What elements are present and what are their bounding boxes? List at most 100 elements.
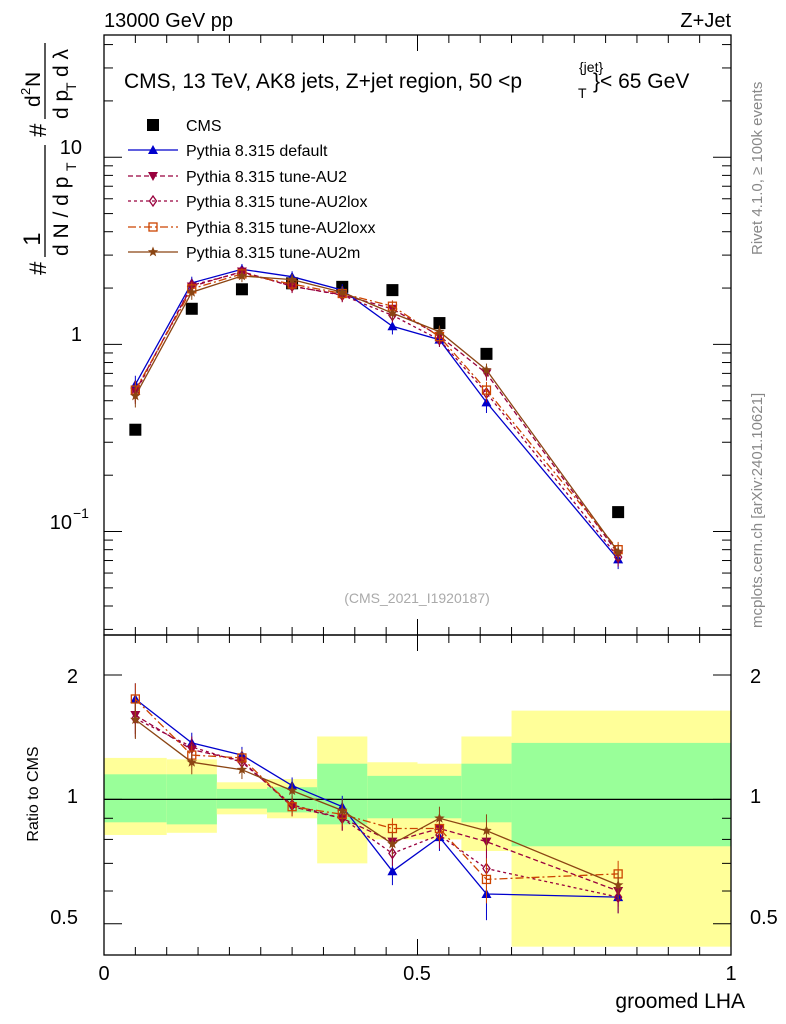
svg-text:T: T xyxy=(63,82,79,91)
xtick-1: 1 xyxy=(725,963,736,985)
legend-marker xyxy=(148,194,158,208)
svg-text:{jet}: {jet} xyxy=(579,59,603,75)
svg-text:2: 2 xyxy=(18,88,33,95)
legend-au2: Pythia 8.315 tune-AU2 xyxy=(186,169,347,186)
green-band xyxy=(104,774,167,823)
data-point xyxy=(435,333,444,346)
data-point xyxy=(130,390,141,401)
ratio-ytick-05-right: 0.5 xyxy=(750,907,778,929)
data-point xyxy=(612,506,625,519)
ratio-point xyxy=(236,764,248,775)
svg-text:d p: d p xyxy=(50,90,73,119)
x-axis-label: groomed LHA xyxy=(615,990,745,1013)
ratio-point xyxy=(612,879,624,890)
ratio-point xyxy=(388,847,397,860)
top-y-tick-labels: 10 1 10 −1 xyxy=(50,137,89,534)
svg-text:1: 1 xyxy=(19,232,46,245)
top-y-axis-label: # 1 d N / d p T # d 2 N d p T d λ xyxy=(18,43,79,275)
series-pythia-8-315-tune-au2m xyxy=(130,270,624,561)
green-band xyxy=(367,775,418,819)
ratio-point xyxy=(287,802,297,812)
main-panel-marks xyxy=(129,263,625,570)
ytick-01-exp: −1 xyxy=(73,505,89,521)
legend-marker xyxy=(147,119,159,131)
series-pythia-8-315-tune-au2 xyxy=(130,266,624,563)
ratio-point xyxy=(613,890,623,904)
ratio-ytick-2-left: 2 xyxy=(67,666,78,688)
ratio-y-axis-label: Ratio to CMS xyxy=(25,746,42,841)
ratio-point xyxy=(387,838,398,849)
ytick-1: 1 xyxy=(71,324,82,346)
ratio-series-pythia-8-315-tune-au2m xyxy=(130,702,624,901)
legend-marker xyxy=(148,172,158,181)
svg-text:N: N xyxy=(22,72,45,87)
mcplots-info: mcplots.cern.ch [arXiv:2401.10621] xyxy=(749,393,766,628)
ratio-point xyxy=(481,825,492,836)
ratio-point xyxy=(434,812,445,823)
data-point xyxy=(433,317,446,330)
green-band xyxy=(511,742,731,847)
data-point xyxy=(387,321,398,331)
series-pythia-8-315-tune-au2lox xyxy=(131,266,623,567)
ratio-panel-marks xyxy=(130,683,624,921)
legend-marker xyxy=(147,246,159,257)
ratio-y-tick-labels: 2 1 0.5 2 1 0.5 xyxy=(50,666,778,929)
svg-text:d: d xyxy=(22,95,45,107)
xtick-05: 0.5 xyxy=(403,963,431,985)
data-point xyxy=(481,385,492,395)
svg-text:CMS, 13 TeV, AK8 jets, Z+jet r: CMS, 13 TeV, AK8 jets, Z+jet region, 50 … xyxy=(124,70,522,93)
data-point xyxy=(612,546,624,557)
data-point xyxy=(236,270,248,281)
series-cms xyxy=(129,277,625,519)
axes-frames xyxy=(103,34,732,956)
ytick-10: 10 xyxy=(60,137,82,159)
ratio-point xyxy=(481,874,492,885)
legend-default: Pythia 8.315 default xyxy=(186,143,328,160)
ratio-point xyxy=(337,805,348,815)
data-point xyxy=(186,286,197,297)
data-point xyxy=(481,364,492,375)
data-point xyxy=(287,279,297,293)
series-line xyxy=(134,273,619,551)
data-point xyxy=(434,326,445,337)
legend-marker xyxy=(148,222,158,232)
ratio-line xyxy=(135,717,619,898)
legend: CMS Pythia 8.315 default Pythia 8.315 tu… xyxy=(128,118,375,262)
data-point xyxy=(235,283,248,296)
ratio-ytick-05-left: 0.5 xyxy=(50,907,78,929)
header-right: Z+Jet xyxy=(680,10,731,32)
header-left: 13000 GeV pp xyxy=(104,10,233,32)
ytick-01: 10 xyxy=(50,512,72,534)
svg-text:}< 65 GeV: }< 65 GeV xyxy=(593,70,689,93)
analysis-watermark: (CMS_2021_I1920187) xyxy=(344,590,490,606)
svg-text:T: T xyxy=(578,85,587,101)
data-point xyxy=(386,284,399,297)
svg-text:d λ: d λ xyxy=(50,48,73,77)
ratio-ytick-1-left: 1 xyxy=(67,786,78,808)
xtick-0: 0 xyxy=(98,963,109,985)
svg-text:#: # xyxy=(25,261,52,275)
legend-marker xyxy=(148,145,158,154)
series-line xyxy=(134,275,619,553)
data-point xyxy=(129,423,142,436)
ratio-point xyxy=(387,866,398,876)
ratio-ytick-1-right: 1 xyxy=(750,786,761,808)
ratio-ytick-2-right: 2 xyxy=(750,666,761,688)
data-point xyxy=(387,307,398,318)
x-tick-labels: 0 0.5 1 xyxy=(98,963,736,985)
legend-au2loxx: Pythia 8.315 tune-AU2loxx xyxy=(186,220,375,237)
ratio-point xyxy=(387,823,398,834)
data-point xyxy=(185,302,198,315)
ratio-line xyxy=(134,714,619,892)
series-line xyxy=(134,268,619,560)
legend-au2m: Pythia 8.315 tune-AU2m xyxy=(186,245,360,262)
svg-text:#: # xyxy=(25,123,52,137)
svg-text:d N / d p: d N / d p xyxy=(50,177,73,256)
ratio-point xyxy=(286,785,298,796)
svg-text:T: T xyxy=(63,162,79,171)
green-band xyxy=(216,788,268,809)
data-point xyxy=(337,286,348,297)
series-line xyxy=(134,270,619,555)
ratio-line xyxy=(134,698,619,881)
